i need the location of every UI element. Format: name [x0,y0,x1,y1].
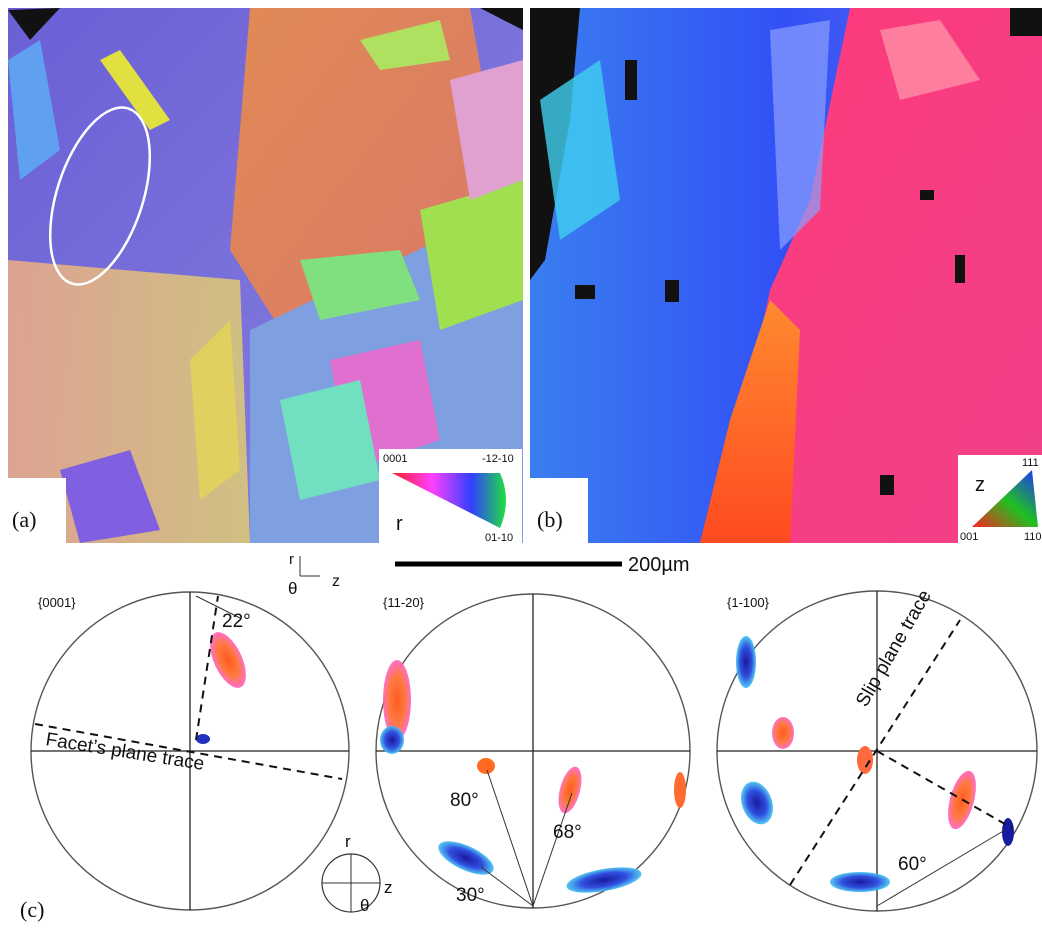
scale-label: 200µm [628,554,690,576]
shape [195,595,219,741]
shape [741,781,773,825]
shape [665,280,679,302]
shape [1010,8,1042,36]
legend-label: 01-10 [485,532,513,544]
shape [480,8,523,30]
shape [420,180,523,330]
legend-a: 0001 -12-10 01-10 r [379,449,522,544]
shape [674,772,686,808]
shape [700,300,800,543]
shape [8,8,60,40]
annotation: Slip plane trace [852,587,936,711]
legend-label: 001 [960,531,978,543]
legend-label: 111 [1022,457,1039,469]
annotation: 30° [456,885,485,906]
shape [532,792,573,907]
sample-key: r θ z [321,832,393,915]
label-bg [530,478,588,543]
shape [48,106,152,286]
shape [360,20,450,70]
panel-label: (a) [12,507,36,532]
shape [280,380,380,500]
pole-figure-title: {11-20} [383,595,425,610]
panel-label: (c) [20,897,44,922]
label-bg [8,478,66,543]
shape [880,20,980,100]
shape [100,50,170,130]
shape [196,734,210,744]
shape [876,829,1006,907]
shape [772,717,794,749]
pole-figure-title: {0001} [38,595,76,610]
pole-figure: {0001} 22° Facet’s plane trace [30,591,350,911]
legend-b: z 111 001 110 [958,455,1042,543]
shape [477,758,495,774]
shape [972,470,1038,527]
pole-figure: {11-20} 80° 68° 30° [375,593,691,909]
shape [920,190,934,200]
shape [60,450,160,543]
shape [955,255,965,283]
annotation: 22° [222,611,251,632]
shape [857,746,873,774]
sample-key-label: r [345,832,351,851]
shape [566,867,642,893]
shape [438,841,494,875]
shape [300,250,420,320]
sample-key-label: z [384,878,393,897]
shape [486,769,534,907]
annotation: 68° [553,822,582,843]
ebsd-map-a [8,8,523,543]
sample-key-label: θ [360,896,369,915]
axis-key-label: z [332,573,340,590]
shape [575,285,595,299]
shape [880,475,894,495]
shape [380,726,404,754]
legend-label: -12-10 [482,453,514,465]
shape [383,660,411,740]
axes-key: r θ z [288,551,340,598]
shape [876,750,1013,829]
axis-key-label: θ [288,579,297,598]
ebsd-map-b [530,8,1042,543]
pole-figure-title: {1-100} [727,595,770,610]
pole-figure: {1-100} Slip plane trace 60° [716,587,1038,912]
axis-key-label: r [289,551,294,568]
annotation: Facet’s plane trace [44,729,206,775]
shape [392,473,506,528]
shape [190,320,240,500]
legend-label: 0001 [383,453,407,465]
legend-label: 110 [1024,531,1042,543]
shape [625,60,637,100]
shape [450,60,523,200]
shape [558,766,582,814]
shape [480,866,534,907]
annotation: 60° [898,854,927,875]
annotation: 80° [450,790,479,811]
shape [770,20,830,250]
legend-axis: z [975,474,985,496]
shape [210,632,246,688]
shape [540,60,620,240]
panel-label: (b) [537,507,563,532]
shape [8,40,60,180]
shape [830,872,890,892]
legend-axis: r [396,513,403,535]
shape [736,636,756,688]
shape [789,619,961,886]
shape [34,723,343,780]
shape [195,595,241,619]
